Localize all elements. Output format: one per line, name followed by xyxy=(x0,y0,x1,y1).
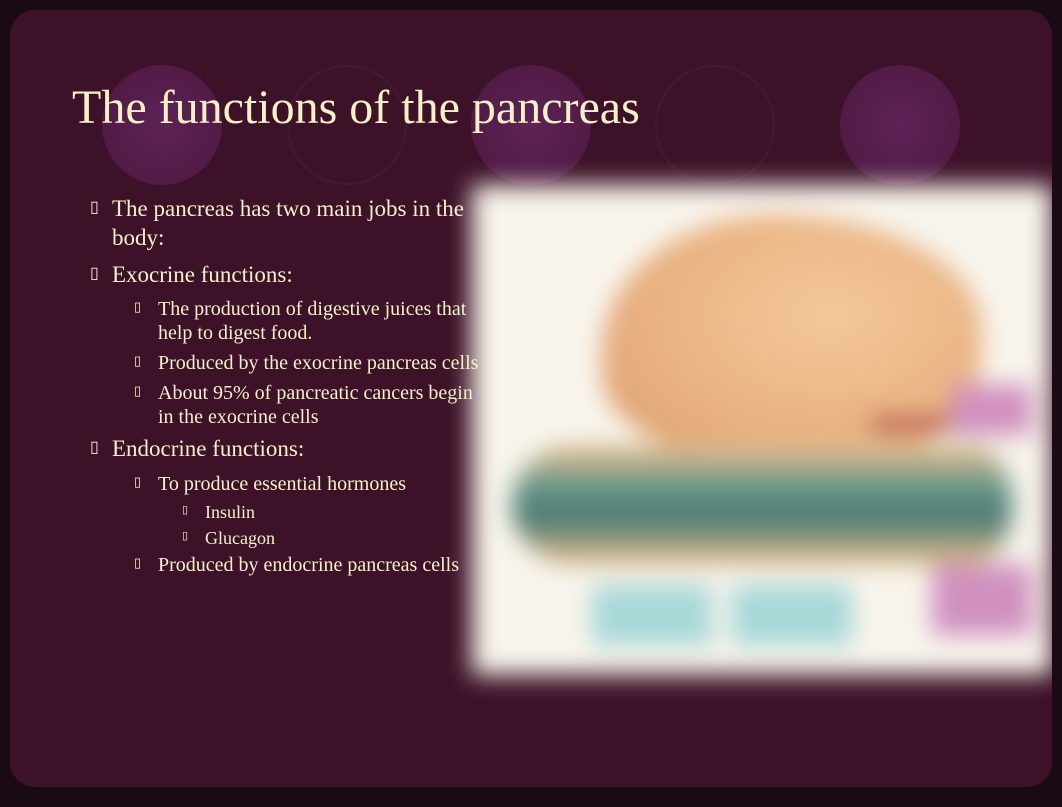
bullet-item: Produced by endocrine pancreas cells xyxy=(70,553,490,577)
diagram-label xyxy=(592,585,712,645)
diagram-label xyxy=(732,585,852,645)
presentation-slide: The functions of the pancreas The pancre… xyxy=(10,10,1052,787)
bullet-item: Glucagon xyxy=(70,528,490,550)
bullet-item: Endocrine functions: xyxy=(70,435,490,464)
bullet-item: To produce essential hormones xyxy=(70,472,490,496)
bullet-item: Produced by the exocrine pancreas cells xyxy=(70,351,490,375)
decor-circle xyxy=(655,65,775,185)
anatomy-diagram xyxy=(472,185,1052,675)
slide-title: The functions of the pancreas xyxy=(72,80,640,135)
diagram-label xyxy=(952,385,1032,435)
diagram-inner xyxy=(472,185,1052,675)
bullet-list: The pancreas has two main jobs in the bo… xyxy=(70,195,490,577)
bullet-item: The pancreas has two main jobs in the bo… xyxy=(70,195,490,253)
diagram-label xyxy=(932,565,1032,635)
pancreas-shape xyxy=(512,445,1012,565)
bullet-item: Insulin xyxy=(70,502,490,524)
bullet-item: The production of digestive juices that … xyxy=(70,297,490,345)
content-text: The pancreas has two main jobs in the bo… xyxy=(70,195,490,583)
bullet-item: Exocrine functions: xyxy=(70,261,490,290)
decor-circle xyxy=(840,65,960,185)
bullet-item: About 95% of pancreatic cancers begin in… xyxy=(70,381,490,429)
